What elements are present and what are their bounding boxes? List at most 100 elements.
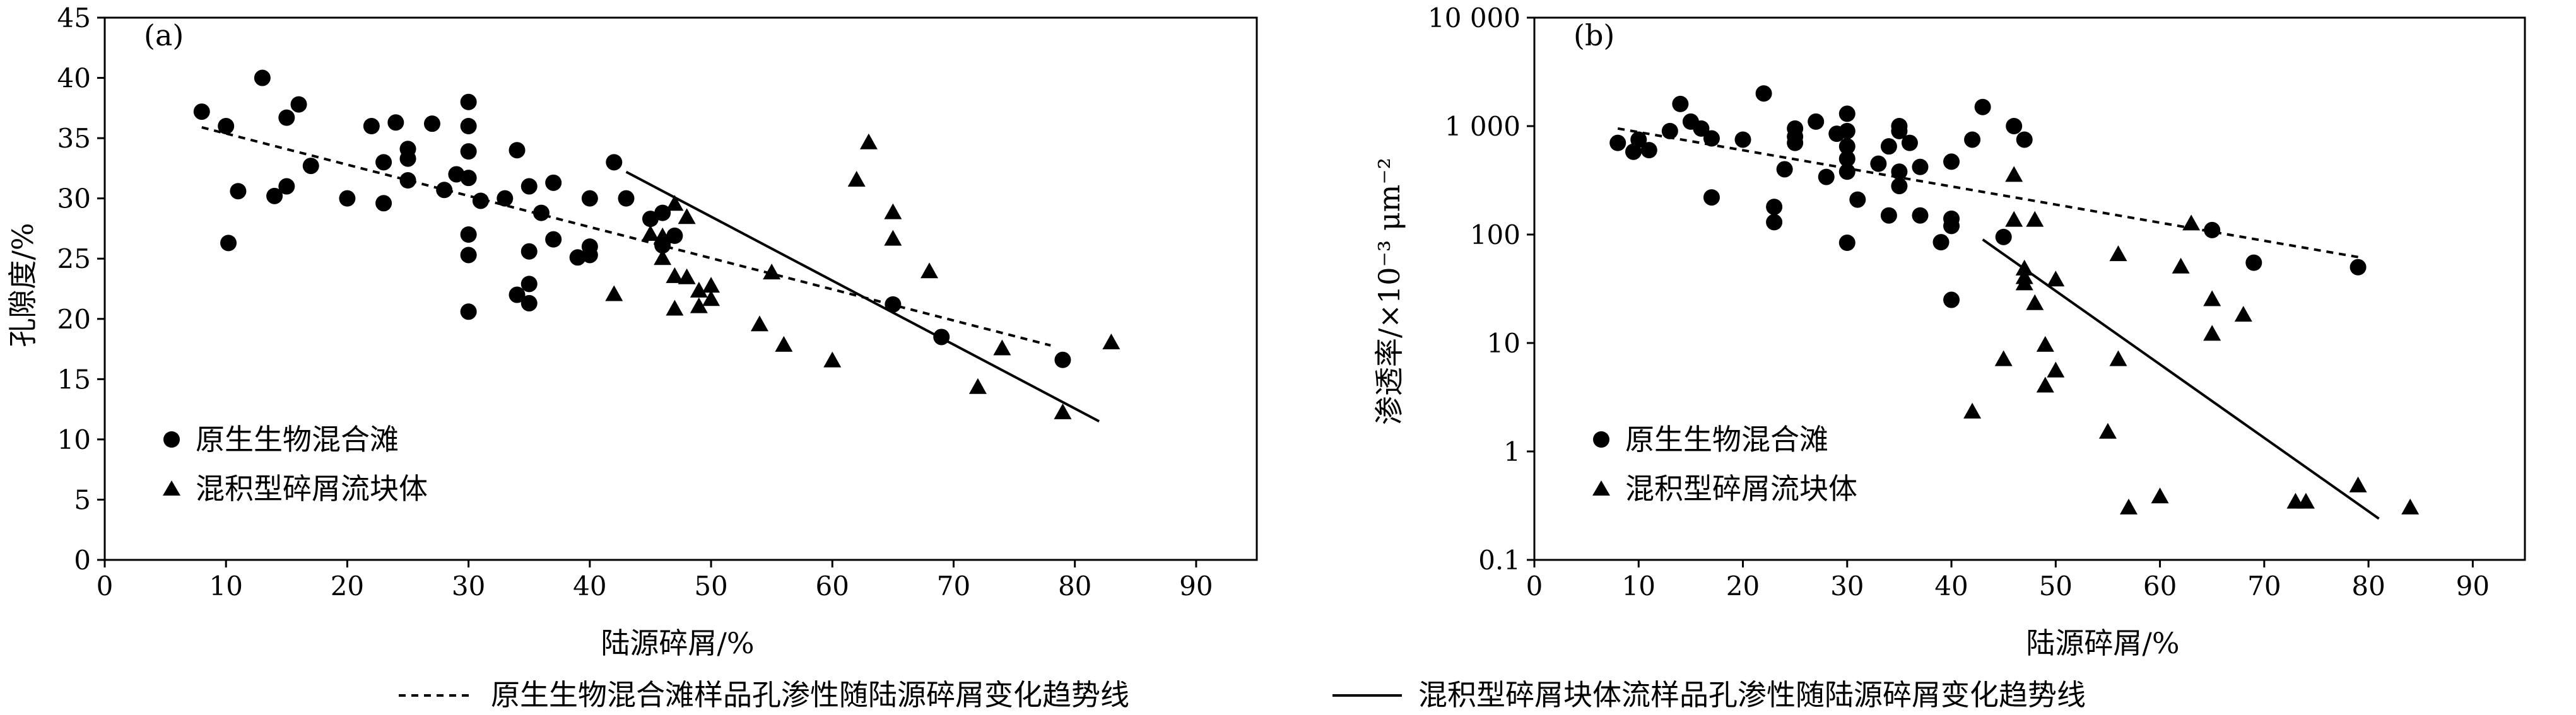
x-tick-label: 50 <box>694 571 727 602</box>
x-tick-label: 90 <box>1179 571 1213 602</box>
data-point-circle <box>520 178 538 195</box>
data-point-circle <box>1661 122 1678 139</box>
x-tick-label: 60 <box>2143 571 2177 602</box>
y-tick-label: 10 000 <box>1428 3 1520 33</box>
data-point-triangle <box>847 171 866 187</box>
data-point-circle <box>618 190 635 207</box>
data-point-circle <box>1912 158 1929 175</box>
data-point-circle <box>2204 221 2221 238</box>
solid-trendline-label: 混积型碎屑块体流样品孔渗性随陆源碎屑变化趋势线 <box>1418 678 2086 712</box>
bottom-trendline-legend: 原生生物混合滩样品孔渗性随陆源碎屑变化趋势线 混积型碎屑块体流样品孔渗性随陆源碎… <box>399 678 2086 712</box>
data-point-circle <box>1943 291 1960 308</box>
data-point-circle <box>230 183 247 200</box>
legend-circle-marker <box>163 431 180 448</box>
data-point-triangle <box>666 267 684 283</box>
data-point-circle <box>399 150 416 167</box>
panel-b-y-axis-label: 渗透率/×10⁻³ μm⁻² <box>1372 158 1406 425</box>
data-point-circle <box>885 296 902 313</box>
data-point-circle <box>1838 122 1856 139</box>
panel-b-x-axis-label: 陆源碎屑/% <box>2026 626 2179 660</box>
data-point-triangle <box>859 133 878 149</box>
panel-a-label: (a) <box>144 18 184 52</box>
data-point-triangle <box>2234 306 2252 322</box>
x-tick-label: 90 <box>2456 571 2490 602</box>
y-tick-label: 20 <box>57 304 91 335</box>
panel-a-axes: 0 10 20 30 40 50 60 70 80 90 0 5 10 15 20 25 30 35 40 45 <box>57 3 1258 602</box>
y-tick-label: 30 <box>57 183 91 214</box>
data-point-triangle <box>993 339 1011 356</box>
x-tick-label: 10 <box>209 571 242 602</box>
data-point-circle <box>387 114 404 131</box>
data-point-circle <box>1766 199 1783 216</box>
data-point-triangle <box>654 227 672 243</box>
data-point-circle <box>581 190 598 207</box>
data-point-circle <box>2245 254 2262 271</box>
x-tick-label: 0 <box>1526 571 1543 602</box>
data-point-circle <box>1776 161 1793 178</box>
x-tick-label: 80 <box>1058 571 1091 602</box>
data-point-circle <box>1838 163 1856 180</box>
data-point-circle <box>1808 113 1825 130</box>
data-point-circle <box>1693 120 1710 137</box>
data-point-triangle <box>2005 166 2023 182</box>
trendline-solid <box>1982 238 2380 520</box>
data-point-circle <box>1640 142 1657 159</box>
data-point-circle <box>1672 95 1689 112</box>
trendline-solid <box>625 170 1100 422</box>
data-point-circle <box>472 192 489 209</box>
x-tick-label: 10 <box>1622 571 1656 602</box>
data-point-circle <box>545 231 562 248</box>
data-point-circle <box>460 170 477 187</box>
data-point-circle <box>1891 163 1908 180</box>
plot-frame <box>103 16 1258 561</box>
data-point-circle <box>509 142 526 159</box>
data-point-circle <box>1734 131 1751 148</box>
x-tick-label: 70 <box>937 571 970 602</box>
data-point-triangle <box>1994 350 2013 366</box>
legend-label-biomixed-beach: 原生生物混合滩 <box>196 422 399 456</box>
data-point-circle <box>1609 134 1626 151</box>
data-point-circle <box>1849 191 1866 208</box>
data-point-circle <box>278 109 295 126</box>
legend-label-debris-flow-block: 混积型碎屑流块体 <box>196 472 428 506</box>
data-point-triangle <box>2026 294 2044 310</box>
data-point-triangle <box>823 351 842 368</box>
data-point-circle <box>278 178 295 195</box>
x-tick-label: 0 <box>97 571 114 602</box>
data-point-triangle <box>641 225 659 241</box>
panel-a-trendlines <box>201 125 1100 422</box>
x-tick-label: 40 <box>1934 571 1968 602</box>
data-point-circle <box>460 93 477 110</box>
data-point-circle <box>460 226 477 243</box>
y-tick-label: 45 <box>57 3 91 33</box>
x-tick-label: 40 <box>573 571 606 602</box>
data-point-circle <box>1838 150 1856 167</box>
panel-b-legend: 原生生物混合滩 混积型碎屑流块体 <box>1592 422 1857 506</box>
data-point-circle <box>1755 85 1772 102</box>
panel-a-x-axis-label: 陆源碎屑/% <box>601 626 754 660</box>
data-point-circle <box>460 143 477 160</box>
data-point-circle <box>339 190 356 207</box>
data-point-triangle <box>654 249 672 265</box>
data-point-triangle <box>2026 211 2044 227</box>
data-point-triangle <box>2047 270 2065 287</box>
data-point-circle <box>399 172 416 189</box>
data-point-circle <box>254 69 271 86</box>
data-point-circle <box>1838 105 1856 122</box>
panel-a-y-axis-label: 孔隙度/% <box>6 223 40 347</box>
data-point-triangle <box>2401 498 2420 514</box>
legend-label-debris-flow-block: 混积型碎屑流块体 <box>1625 472 1857 506</box>
data-point-circle <box>1054 351 1071 368</box>
data-point-circle <box>1818 168 1835 185</box>
data-point-triangle <box>690 297 708 313</box>
data-point-circle <box>1974 98 1991 115</box>
y-tick-label: 40 <box>57 63 91 94</box>
data-point-triangle <box>666 195 684 211</box>
data-point-circle <box>1932 234 1950 251</box>
panel-a-points <box>193 69 1120 419</box>
data-point-circle <box>460 118 477 134</box>
data-point-circle <box>423 115 440 132</box>
data-point-circle <box>1943 153 1960 170</box>
data-point-circle <box>1630 131 1647 148</box>
